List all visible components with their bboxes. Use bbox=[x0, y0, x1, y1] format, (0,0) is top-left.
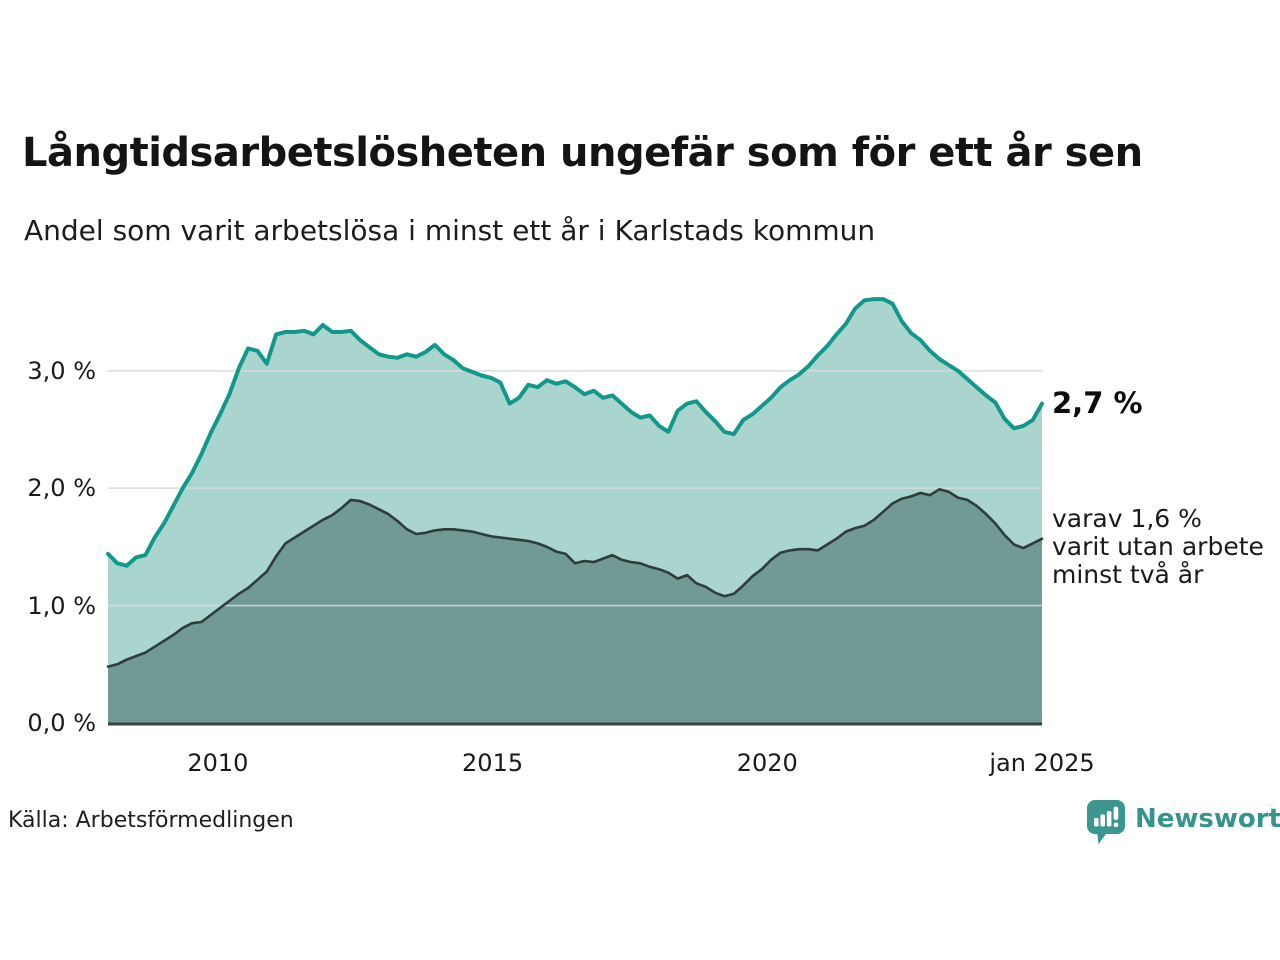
one-year-line bbox=[106, 297, 1044, 568]
x-tick-label: 2010 bbox=[187, 749, 249, 777]
bar-chart-speech-bubble-icon bbox=[1087, 800, 1125, 844]
x-tick-label: 2015 bbox=[462, 749, 524, 777]
newsworthy-logo: Newsworthy bbox=[1086, 799, 1280, 847]
x-tick-label: 2020 bbox=[736, 749, 798, 777]
x-tick-label: jan 2025 bbox=[989, 749, 1095, 777]
y-tick-label: 1,0 % bbox=[27, 591, 96, 620]
two-year-annotation-line: varav 1,6 % bbox=[1052, 504, 1202, 533]
newsworthy-logo-text: Newsworthy bbox=[1135, 804, 1280, 834]
two-year-annotation: varav 1,6 % varit utan arbete minst två … bbox=[1052, 505, 1264, 589]
latest-value-label: 2,7 % bbox=[1052, 386, 1143, 420]
two-year-annotation-line: minst två år bbox=[1052, 560, 1204, 589]
two-year-annotation-line: varit utan arbete bbox=[1052, 532, 1264, 561]
y-tick-label: 2,0 % bbox=[27, 474, 96, 503]
y-tick-label: 0,0 % bbox=[27, 709, 96, 737]
page-title: Långtidsarbetslösheten ungefär som för e… bbox=[22, 130, 1143, 176]
y-tick-label: 3,0 % bbox=[27, 356, 96, 385]
two-year-line bbox=[106, 488, 1044, 668]
page-subtitle: Andel som varit arbetslösa i minst ett å… bbox=[24, 214, 876, 247]
source-caption: Källa: Arbetsförmedlingen bbox=[8, 808, 294, 833]
